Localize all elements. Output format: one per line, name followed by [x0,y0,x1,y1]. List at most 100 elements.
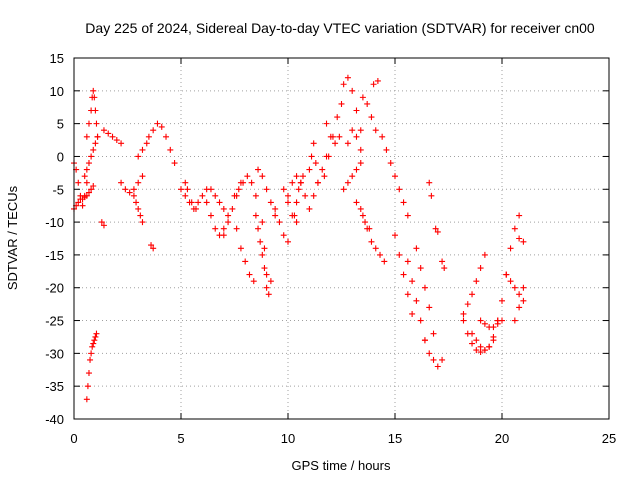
data-point [344,140,351,147]
data-point [503,271,510,278]
data-point [372,127,379,134]
series-arc-f [100,127,125,147]
data-point [133,199,140,206]
data-point [220,225,227,232]
data-point [516,291,523,298]
data-point [511,284,518,291]
data-point [441,265,448,272]
data-point [473,337,480,344]
data-point [143,140,150,147]
series-arc-t [252,212,270,291]
series-arc-aq [421,337,446,370]
series-arc-r [233,225,257,285]
data-point [357,146,364,153]
data-point [263,271,270,278]
data-point [212,192,219,199]
data-point [261,245,268,252]
data-point [255,166,262,173]
data-point [359,94,366,101]
data-point [434,363,441,370]
data-point [336,133,343,140]
x-tick-label: 25 [602,431,616,446]
data-point [216,199,223,206]
data-point [87,356,94,363]
data-point [233,225,240,232]
data-point [171,160,178,167]
data-point [81,173,88,180]
data-point [285,238,291,245]
data-point [299,173,306,180]
series-arc-l [135,140,150,160]
data-point [404,291,411,298]
data-point [481,347,488,354]
data-point [310,192,317,199]
data-point [150,127,157,134]
data-point [314,179,321,186]
data-point [310,140,317,147]
y-tick-label: -10 [45,215,64,230]
data-point [188,199,195,206]
data-point [150,245,157,252]
data-point [94,133,101,140]
y-tick-label: -20 [45,281,64,296]
data-point [469,291,476,298]
series-arc-av [460,317,497,356]
data-point [349,87,356,94]
data-point [460,317,467,324]
series-arc-ag [344,127,364,153]
data-point [83,192,90,199]
data-point [109,133,116,140]
data-point [289,179,296,186]
data-point [325,153,332,160]
data-point [306,205,313,212]
data-point [91,337,98,344]
data-point [88,186,95,193]
data-point [291,212,298,219]
series-arc-aj [370,77,381,88]
data-point [374,77,381,84]
y-tick-label: -30 [45,346,64,361]
data-point [263,284,270,291]
data-point [93,330,100,337]
series-arc-h [118,173,146,196]
data-point [338,100,345,107]
series-arc-m [178,186,210,212]
data-point [340,186,347,193]
data-point [90,87,97,94]
data-point [237,245,244,252]
data-point [83,179,90,186]
data-point [130,186,137,193]
data-point [90,182,97,189]
data-point [85,370,92,377]
series-arc-ae [340,74,364,134]
data-point [362,219,369,226]
series-arc-ak [359,212,388,265]
data-point [400,271,407,278]
data-point [231,192,238,199]
y-tick-label: -25 [45,314,64,329]
data-point [377,251,384,258]
data-point [308,153,315,160]
data-point [139,173,146,180]
data-point [490,324,497,331]
data-point [246,271,253,278]
x-tick-labels: 0 5 10 15 20 25 [70,431,616,446]
series-arc-b [71,182,97,212]
data-point [244,173,251,180]
data-point [263,186,270,193]
data-point [79,202,86,209]
data-point [353,107,360,114]
series-arc-ax [477,317,505,331]
data-point [184,186,191,193]
data-point [92,140,99,147]
data-point [148,242,155,249]
data-point [145,133,152,140]
series-arc-ar [426,179,435,199]
series-arc-ao [404,258,428,344]
x-tick-label: 10 [281,431,295,446]
data-point [439,258,446,265]
data-point [265,291,272,298]
data-point [137,212,144,219]
series-arc-o [203,199,227,239]
